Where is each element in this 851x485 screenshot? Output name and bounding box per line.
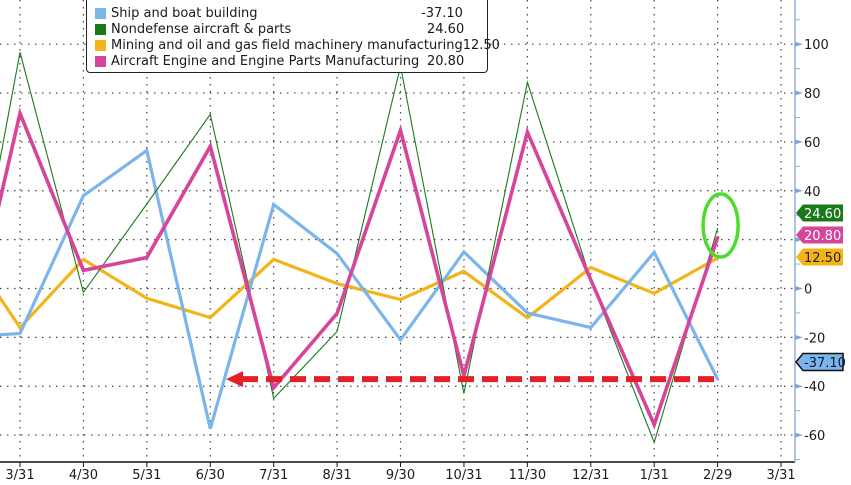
end-label-3: 20.80 (796, 226, 843, 244)
y-tick (795, 237, 803, 243)
x-tick-label: 5/31 (132, 468, 161, 483)
legend-value: 20.80 (427, 53, 465, 69)
axes: 3/31 4/30 5/31 6/30 7/31 8/31 9/30 10/31 11/30 12… (0, 0, 829, 483)
legend-swatch-mining (95, 39, 106, 51)
end-label-0: -37.10 (795, 352, 846, 372)
legend-item: Mining and oil and gas field machinery m… (95, 37, 500, 53)
y-tick (795, 383, 803, 389)
arrow-head-icon (226, 371, 243, 388)
y-tick-label: -20 (804, 331, 825, 346)
end-value-labels: 24.60 20.80 12.50 -37.10 (795, 204, 846, 372)
end-label-text: -37.10 (804, 356, 846, 371)
x-tick-label: 6/30 (196, 468, 225, 483)
y-tick-label: 80 (804, 87, 821, 102)
x-tick-label: 3/31 (766, 468, 795, 483)
end-label-text: 12.50 (804, 251, 841, 266)
x-tick-label: 7/31 (259, 468, 288, 483)
series-line-3 (0, 107, 720, 430)
x-tick-label: 9/30 (386, 468, 415, 483)
end-label-text: 20.80 (804, 229, 841, 244)
end-label-bg (796, 248, 843, 266)
end-label-bg (796, 226, 843, 244)
legend-swatch-aircraft-engine (95, 55, 106, 67)
x-tick-label: 4/30 (69, 468, 98, 483)
x-tick-label: 2/29 (703, 468, 732, 483)
end-label-text: 24.60 (804, 207, 841, 222)
x-tick-label: 8/31 (322, 468, 351, 483)
y-tick-label: 60 (804, 136, 821, 151)
legend-label: Nondefense aircraft & parts (111, 21, 292, 37)
legend-label: Aircraft Engine and Engine Parts Manufac… (111, 53, 420, 69)
end-label-bg (796, 204, 843, 222)
y-tick-label: -40 (804, 380, 825, 395)
y-tick-label: 100 (804, 38, 829, 53)
legend-value: 12.50 (462, 37, 500, 53)
end-label-bg (795, 352, 844, 372)
legend-value: -37.10 (421, 5, 463, 21)
legend-value: 24.60 (427, 21, 465, 37)
legend-label: Ship and boat building (111, 5, 258, 21)
legend: Ship and boat building -37.10 Nondefense… (86, 0, 500, 73)
x-tick-label: 11/30 (509, 468, 546, 483)
x-tick-label: 1/31 (640, 468, 669, 483)
y-tick-label: 0 (804, 283, 812, 298)
grid (0, 0, 795, 462)
legend-swatch-ship (95, 7, 106, 19)
x-tick-label: 12/31 (572, 468, 609, 483)
y-tick-label: -60 (804, 429, 825, 444)
highlight-ellipse (701, 192, 740, 259)
series-group (0, 52, 720, 445)
y-tick (795, 139, 803, 145)
legend-label: Mining and oil and gas field machinery m… (111, 37, 463, 53)
y-tick (795, 90, 803, 96)
legend-item: Nondefense aircraft & parts 24.60 (95, 21, 479, 37)
annotations (226, 192, 740, 388)
series-line-2 (0, 256, 720, 331)
y-tick (795, 188, 803, 194)
end-label-2: 12.50 (796, 248, 843, 266)
y-tick (795, 432, 803, 438)
y-tick (795, 41, 803, 47)
legend-item: Ship and boat building -37.10 (95, 5, 479, 21)
legend-swatch-nondefense (95, 23, 106, 35)
legend-item: Aircraft Engine and Engine Parts Manufac… (95, 53, 479, 69)
x-tick-label: 3/31 (5, 468, 34, 483)
y-tick (795, 286, 803, 291)
end-label-1: 24.60 (796, 204, 843, 222)
x-tick-label: 10/31 (445, 468, 482, 483)
y-tick (795, 334, 803, 340)
series-line-0 (0, 147, 720, 430)
y-tick-label: 40 (804, 185, 821, 200)
